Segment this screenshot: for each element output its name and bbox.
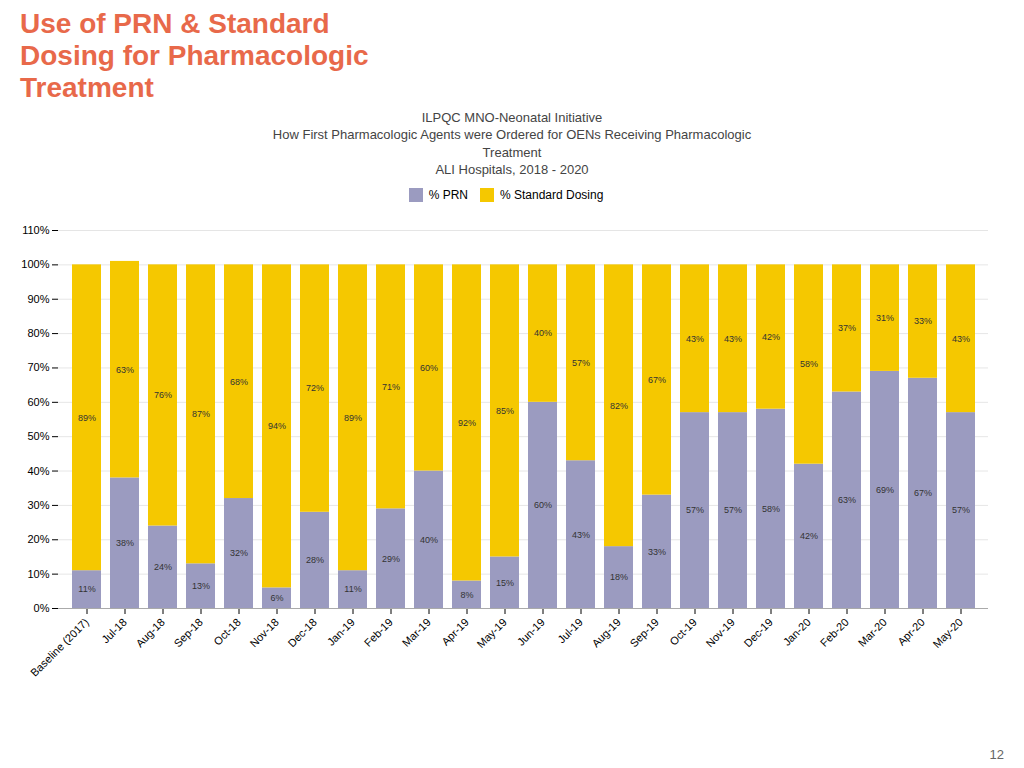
svg-text:Mar-20: Mar-20 bbox=[856, 615, 889, 648]
html-text:12: 12 bbox=[989, 747, 1004, 762]
svg-text:11%: 11% bbox=[344, 584, 361, 594]
svg-text:42%: 42% bbox=[762, 332, 780, 342]
svg-text:90%: 90% bbox=[27, 292, 49, 304]
svg-text:Dec-18: Dec-18 bbox=[285, 615, 319, 649]
svg-text:Aug-18: Aug-18 bbox=[133, 615, 167, 649]
svg-text:67%: 67% bbox=[914, 488, 932, 498]
svg-text:58%: 58% bbox=[800, 359, 818, 369]
svg-text:82%: 82% bbox=[610, 400, 628, 410]
svg-text:30%: 30% bbox=[27, 499, 49, 511]
svg-text:43%: 43% bbox=[724, 333, 742, 343]
html-text:% Standard Dosing: % Standard Dosing bbox=[500, 188, 604, 203]
svg-text:57%: 57% bbox=[952, 505, 970, 515]
svg-text:89%: 89% bbox=[344, 412, 362, 422]
svg-text:Sep-19: Sep-19 bbox=[627, 615, 661, 649]
svg-text:42%: 42% bbox=[800, 531, 818, 541]
svg-text:Dec-19: Dec-19 bbox=[741, 615, 775, 649]
html-text:ALI Hospitals, 2018 - 2020: ALI Hospitals, 2018 - 2020 bbox=[435, 162, 589, 178]
svg-text:8%: 8% bbox=[460, 589, 473, 599]
svg-text:50%: 50% bbox=[27, 430, 49, 442]
svg-text:Sep-18: Sep-18 bbox=[171, 615, 205, 649]
html-text:Treatment: Treatment bbox=[20, 72, 154, 104]
svg-text:57%: 57% bbox=[572, 357, 590, 367]
svg-text:80%: 80% bbox=[27, 327, 49, 339]
svg-text:Apr-20: Apr-20 bbox=[895, 615, 927, 647]
svg-text:Oct-19: Oct-19 bbox=[667, 615, 699, 647]
svg-text:110%: 110% bbox=[22, 224, 50, 236]
svg-text:15%: 15% bbox=[496, 577, 514, 587]
html-text:Dosing for Pharmacologic: Dosing for Pharmacologic bbox=[20, 40, 369, 72]
svg-text:10%: 10% bbox=[27, 567, 49, 579]
svg-text:Oct-18: Oct-18 bbox=[211, 615, 243, 647]
svg-text:63%: 63% bbox=[838, 495, 856, 505]
svg-text:24%: 24% bbox=[154, 562, 172, 572]
svg-text:Jul-19: Jul-19 bbox=[555, 615, 585, 645]
svg-text:Feb-20: Feb-20 bbox=[818, 615, 851, 648]
svg-text:20%: 20% bbox=[27, 533, 49, 545]
svg-text:60%: 60% bbox=[27, 396, 49, 408]
html-text:Treatment: Treatment bbox=[482, 144, 542, 160]
svg-text:67%: 67% bbox=[648, 375, 666, 385]
svg-text:11%: 11% bbox=[78, 584, 95, 594]
svg-text:Aug-19: Aug-19 bbox=[589, 615, 623, 649]
svg-text:60%: 60% bbox=[534, 500, 552, 510]
svg-text:Mar-19: Mar-19 bbox=[400, 615, 433, 648]
svg-text:32%: 32% bbox=[230, 548, 248, 558]
svg-text:76%: 76% bbox=[154, 390, 172, 400]
svg-text:0%: 0% bbox=[34, 602, 50, 614]
svg-text:May-20: May-20 bbox=[930, 615, 964, 649]
svg-text:57%: 57% bbox=[724, 505, 742, 515]
svg-text:92%: 92% bbox=[458, 418, 476, 428]
svg-text:69%: 69% bbox=[876, 485, 894, 495]
svg-text:43%: 43% bbox=[952, 333, 970, 343]
svg-text:18%: 18% bbox=[610, 572, 628, 582]
svg-text:May-19: May-19 bbox=[474, 615, 508, 649]
svg-text:87%: 87% bbox=[192, 409, 210, 419]
html-text:ILPQC MNO-Neonatal Initiative: ILPQC MNO-Neonatal Initiative bbox=[421, 109, 603, 125]
svg-text:100%: 100% bbox=[21, 258, 49, 270]
svg-text:58%: 58% bbox=[762, 503, 780, 513]
svg-text:31%: 31% bbox=[876, 313, 894, 323]
svg-text:13%: 13% bbox=[192, 581, 210, 591]
svg-text:57%: 57% bbox=[686, 505, 704, 515]
svg-text:33%: 33% bbox=[648, 546, 666, 556]
svg-text:94%: 94% bbox=[268, 421, 286, 431]
html-text:Use of PRN & Standard: Use of PRN & Standard bbox=[20, 8, 330, 39]
svg-text:40%: 40% bbox=[420, 534, 438, 544]
svg-text:60%: 60% bbox=[420, 363, 438, 373]
svg-text:Jan-19: Jan-19 bbox=[325, 615, 357, 647]
svg-text:Apr-19: Apr-19 bbox=[439, 615, 471, 647]
svg-text:40%: 40% bbox=[534, 328, 552, 338]
svg-text:70%: 70% bbox=[27, 361, 49, 373]
svg-text:Baseline (2017): Baseline (2017) bbox=[28, 615, 91, 678]
svg-text:38%: 38% bbox=[116, 538, 134, 548]
svg-text:71%: 71% bbox=[382, 381, 400, 391]
svg-text:Nov-19: Nov-19 bbox=[703, 615, 737, 649]
svg-text:68%: 68% bbox=[230, 376, 248, 386]
svg-text:43%: 43% bbox=[572, 529, 590, 539]
svg-text:40%: 40% bbox=[27, 464, 49, 476]
html-text:% PRN: % PRN bbox=[428, 188, 468, 203]
svg-text:6%: 6% bbox=[270, 593, 283, 603]
svg-text:72%: 72% bbox=[306, 383, 324, 393]
svg-text:33%: 33% bbox=[914, 316, 932, 326]
svg-text:Jun-19: Jun-19 bbox=[515, 615, 547, 647]
svg-text:89%: 89% bbox=[78, 412, 96, 422]
svg-text:63%: 63% bbox=[116, 364, 134, 374]
svg-text:Feb-19: Feb-19 bbox=[362, 615, 395, 648]
svg-text:37%: 37% bbox=[838, 323, 856, 333]
svg-text:28%: 28% bbox=[306, 555, 324, 565]
svg-text:Jan-20: Jan-20 bbox=[781, 615, 813, 647]
svg-text:29%: 29% bbox=[382, 553, 400, 563]
svg-text:Jul-18: Jul-18 bbox=[99, 615, 129, 645]
html-text:How First Pharmacologic Agents: How First Pharmacologic Agents were Orde… bbox=[272, 127, 752, 143]
svg-text:85%: 85% bbox=[496, 406, 514, 416]
svg-text:Nov-18: Nov-18 bbox=[247, 615, 281, 649]
svg-text:43%: 43% bbox=[686, 333, 704, 343]
